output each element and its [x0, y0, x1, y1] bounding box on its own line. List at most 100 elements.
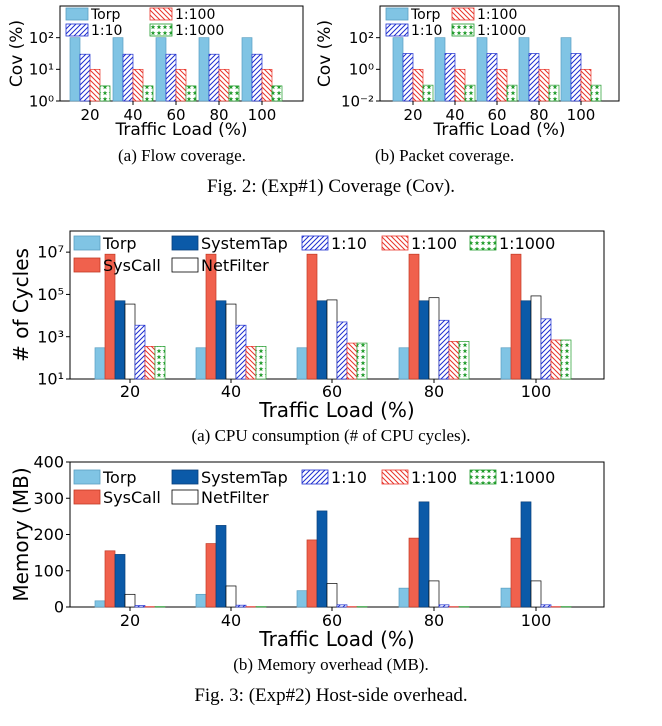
bar-systemtap-60	[317, 301, 327, 379]
bar-syscall-20	[105, 551, 115, 607]
bar-1-10-20	[135, 325, 145, 379]
bar-netfilter-100	[531, 581, 541, 607]
bar-1-1000-20	[423, 85, 433, 101]
bar-netfilter-80	[429, 581, 439, 607]
bar-torp-60	[297, 348, 307, 379]
bar-torp-100	[561, 38, 571, 101]
x-axis-label: Traffic Load (%)	[258, 627, 414, 651]
legend-label-torp: Torp	[410, 7, 440, 23]
bar-1-10-80	[439, 320, 449, 379]
legend-swatch-netfilter	[172, 490, 198, 504]
y-tick-label: 10²	[349, 29, 374, 47]
legend-swatch-systemtap	[172, 236, 198, 250]
bar-1-10-60	[166, 54, 176, 101]
x-tick-label: 20	[403, 106, 422, 124]
bar-torp-40	[196, 594, 206, 607]
legend-swatch-1-1000	[470, 470, 496, 484]
bar-1-10-20	[403, 54, 413, 102]
legend-swatch-netfilter	[172, 258, 198, 272]
bar-1-100-80	[449, 341, 459, 379]
y-axis-label: Cov (%)	[7, 20, 27, 87]
bar-torp-100	[501, 588, 511, 607]
bar-systemtap-80	[419, 301, 429, 379]
bar-syscall-80	[409, 254, 419, 379]
bar-syscall-80	[409, 538, 419, 607]
bar-1-100-60	[497, 69, 507, 101]
bar-torp-100	[501, 348, 511, 379]
bar-1-10-60	[337, 605, 347, 607]
legend-label-1-1000: 1:1000	[175, 23, 224, 39]
legend-label-1-100: 1:100	[175, 7, 215, 23]
bar-1-1000-40	[143, 86, 153, 101]
bar-1-1000-100	[591, 85, 601, 101]
bar-torp-80	[519, 38, 529, 101]
bar-1-100-40	[455, 69, 465, 101]
legend-label-1-1000: 1:1000	[477, 23, 526, 39]
bar-1-100-60	[347, 343, 357, 379]
x-axis-label: Traffic Load (%)	[432, 120, 565, 140]
bar-netfilter-100	[531, 296, 541, 379]
legend-label-1-10: 1:10	[91, 23, 122, 39]
bar-1-10-40	[236, 325, 246, 379]
x-tick-label: 40	[221, 382, 241, 401]
x-tick-label: 100	[521, 382, 552, 401]
legend-label-systemtap: SystemTap	[201, 234, 288, 253]
bar-1-100-20	[90, 69, 100, 101]
legend-swatch-1-100	[382, 236, 408, 250]
x-tick-label: 80	[424, 382, 444, 401]
bar-1-10-20	[80, 54, 90, 101]
bar-syscall-60	[307, 254, 317, 379]
legend-label-1-1000: 1:1000	[499, 468, 555, 487]
y-tick-label: 300	[33, 489, 64, 508]
bar-1-10-100	[252, 54, 262, 101]
bar-1-1000-40	[465, 85, 475, 101]
bar-1-1000-80	[459, 341, 469, 379]
y-axis-label: # of Cycles	[9, 248, 33, 362]
bar-netfilter-80	[429, 298, 439, 379]
bar-1-10-100	[571, 54, 581, 102]
legend-label-systemtap: SystemTap	[201, 468, 288, 487]
caption-fig3b: (b) Memory overhead (MB).	[233, 655, 428, 674]
bar-torp-40	[435, 38, 445, 101]
bar-torp-80	[399, 348, 409, 379]
y-tick-label: 10¹	[37, 370, 64, 389]
bar-1-100-80	[539, 69, 549, 101]
x-axis-label: Traffic Load (%)	[258, 398, 414, 422]
bar-torp-20	[95, 601, 105, 607]
bar-torp-60	[156, 38, 166, 101]
x-tick-label: 20	[120, 611, 140, 630]
bar-torp-40	[196, 348, 206, 379]
bar-1-100-100	[551, 340, 561, 379]
bar-syscall-40	[206, 544, 216, 607]
bar-1-10-80	[209, 54, 219, 101]
bar-netfilter-60	[327, 300, 337, 379]
bar-torp-60	[477, 38, 487, 101]
legend-swatch-systemtap	[172, 470, 198, 484]
legend-label-torp: Torp	[90, 7, 120, 23]
caption-fig2b: (b) Packet coverage.	[375, 146, 514, 165]
y-tick-label: 10¹	[29, 61, 54, 79]
bar-netfilter-20	[125, 304, 135, 379]
y-tick-label: 10²	[29, 29, 54, 47]
caption-fig2: Fig. 2: (Exp#1) Coverage (Cov).	[207, 176, 455, 197]
bar-1-10-40	[236, 605, 246, 607]
x-tick-label: 20	[80, 106, 99, 124]
bar-netfilter-20	[125, 594, 135, 607]
bar-systemtap-100	[521, 502, 531, 607]
bar-1-10-40	[445, 54, 455, 102]
legend-label-netfilter: NetFilter	[201, 488, 269, 507]
legend-label-syscall: SysCall	[103, 256, 161, 275]
bar-1-10-60	[487, 54, 497, 102]
y-axis-label: Cov (%)	[315, 20, 335, 87]
bar-torp-60	[297, 591, 307, 607]
legend-swatch-1-1000	[452, 24, 474, 36]
caption-fig3: Fig. 3: (Exp#2) Host-side overhead.	[194, 685, 467, 706]
legend-label-1-100: 1:100	[477, 7, 517, 23]
bar-1-10-100	[541, 319, 551, 379]
bar-torp-20	[70, 38, 80, 101]
